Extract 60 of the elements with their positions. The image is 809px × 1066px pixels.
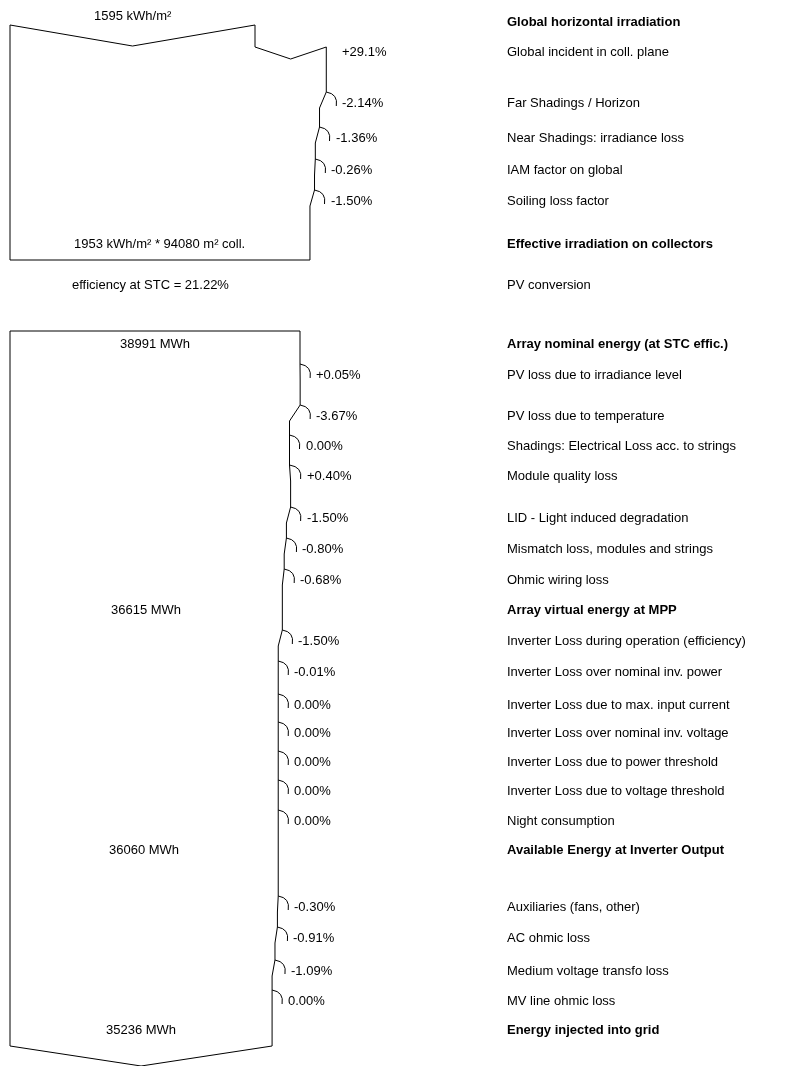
data-label: 0.00%	[294, 783, 332, 798]
data-label: -1.50%	[331, 193, 373, 208]
category-label: IAM factor on global	[507, 162, 623, 177]
category-label: Medium voltage transfo loss	[507, 963, 670, 978]
category-label: Inverter Loss over nominal inv. power	[507, 664, 723, 679]
category-label: MV line ohmic loss	[507, 993, 616, 1008]
category-label: Ohmic wiring loss	[507, 572, 610, 587]
category-label: PV loss due to irradiance level	[507, 367, 682, 382]
category-label: Inverter Loss due to voltage threshold	[507, 783, 725, 798]
category-label: Inverter Loss during operation (efficiency)	[507, 633, 746, 648]
data-label: -0.80%	[302, 541, 344, 556]
category-label: Mismatch loss, modules and strings	[507, 541, 714, 556]
data-label: 0.00%	[294, 813, 332, 828]
data-label: -1.50%	[307, 510, 349, 525]
category-label: AC ohmic loss	[507, 930, 591, 945]
category-label: PV loss due to temperature	[507, 408, 665, 423]
data-label: -0.91%	[293, 930, 335, 945]
category-label: Global incident in coll. plane	[507, 44, 669, 59]
category-label: PV conversion	[507, 277, 591, 292]
data-label: +29.1%	[342, 44, 387, 59]
data-label: +0.05%	[316, 367, 361, 382]
data-label: 1953 kWh/m² * 94080 m² coll.	[74, 236, 246, 251]
data-label: 0.00%	[294, 725, 332, 740]
data-label: 38991 MWh	[120, 336, 191, 351]
category-label: Module quality loss	[507, 468, 619, 483]
data-label: -0.68%	[300, 572, 342, 587]
category-label: Night consumption	[507, 813, 615, 828]
data-label: -3.67%	[316, 408, 358, 423]
category-label: Near Shadings: irradiance loss	[507, 130, 685, 145]
data-label: 0.00%	[288, 993, 326, 1008]
data-label: 36060 MWh	[109, 842, 180, 857]
data-label: -0.01%	[294, 664, 336, 679]
category-label: Auxiliaries (fans, other)	[507, 899, 640, 914]
data-label: 0.00%	[294, 697, 332, 712]
data-label: -1.09%	[291, 963, 333, 978]
data-label: -2.14%	[342, 95, 384, 110]
category-label: Inverter Loss over nominal inv. voltage	[507, 725, 729, 740]
data-label: -1.50%	[298, 633, 340, 648]
category-label: LID - Light induced degradation	[507, 510, 689, 525]
category-label: Global horizontal irradiation	[507, 14, 681, 29]
category-label: Inverter Loss due to power threshold	[507, 754, 719, 769]
data-label: 0.00%	[306, 438, 344, 453]
data-label: -0.30%	[294, 899, 336, 914]
data-label: 35236 MWh	[106, 1022, 177, 1037]
data-label: 1595 kWh/m²	[94, 8, 172, 23]
text: efficiency at STC = 21.22%	[72, 277, 230, 292]
category-label: Soiling loss factor	[507, 193, 610, 208]
category-label: Available Energy at Inverter Output	[507, 842, 725, 857]
category-label: Energy injected into grid	[507, 1022, 660, 1037]
data-label: -0.26%	[331, 162, 373, 177]
data-label: +0.40%	[307, 468, 352, 483]
category-label: Array nominal energy (at STC effic.)	[507, 336, 729, 351]
category-label: Inverter Loss due to max. input current	[507, 697, 730, 712]
data-label: -1.36%	[336, 130, 378, 145]
category-label: Far Shadings / Horizon	[507, 95, 640, 110]
data-label: 36615 MWh	[111, 602, 182, 617]
category-label: Effective irradiation on collectors	[507, 236, 713, 251]
category-label: Shadings: Electrical Loss acc. to strings	[507, 438, 737, 453]
data-label: 0.00%	[294, 754, 332, 769]
category-label: Array virtual energy at MPP	[507, 602, 678, 617]
